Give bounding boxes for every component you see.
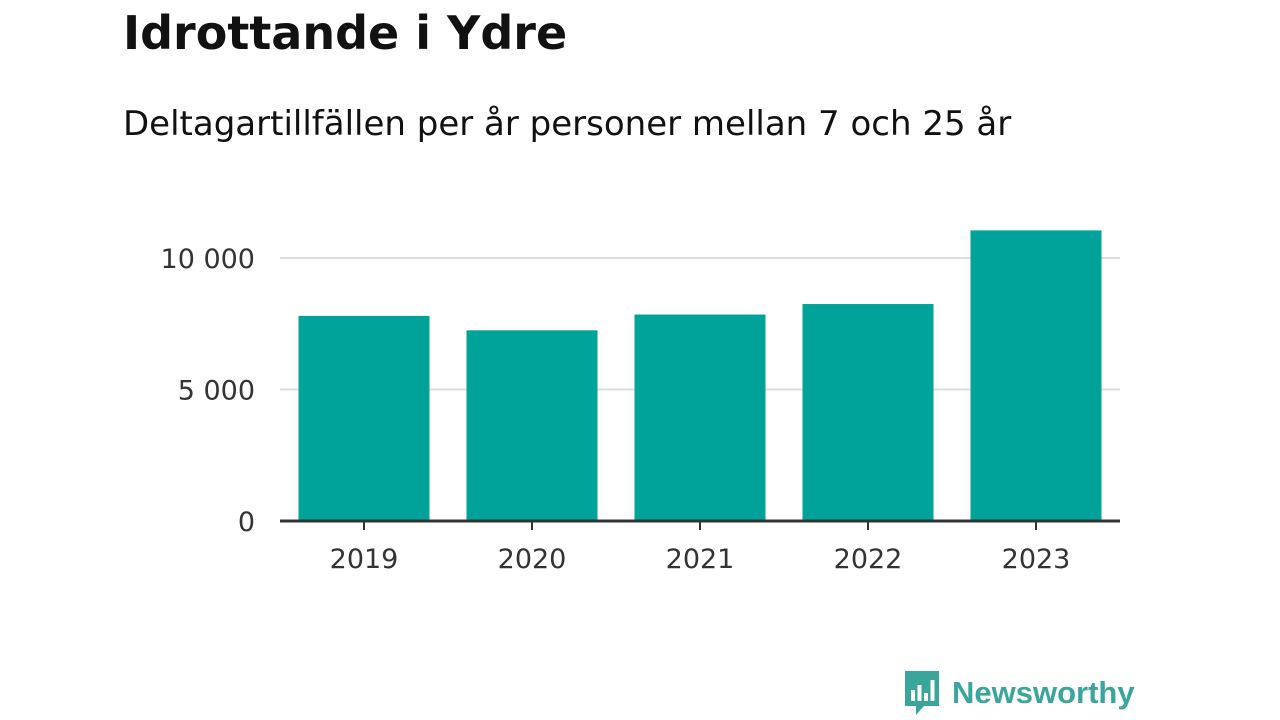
x-tick-label: 2022 xyxy=(834,544,903,575)
y-axis-labels: 0 5 000 10 000 xyxy=(161,244,255,538)
x-tick-label: 2019 xyxy=(330,544,399,575)
bar-2023 xyxy=(970,230,1102,521)
chart-subtitle: Deltagartillfällen per år personer mella… xyxy=(123,104,1012,144)
y-tick-label: 10 000 xyxy=(161,244,255,275)
bars xyxy=(298,230,1102,521)
bar-2020 xyxy=(466,330,598,521)
y-tick-label: 5 000 xyxy=(178,376,255,407)
brand-name: Newsworthy xyxy=(952,675,1135,710)
bar-2019 xyxy=(298,315,430,521)
chart-title: Idrottande i Ydre xyxy=(123,6,568,60)
x-tick-label: 2020 xyxy=(498,544,567,575)
x-tick-label: 2023 xyxy=(1002,544,1071,575)
bar-2021 xyxy=(634,314,766,521)
x-tick-label: 2021 xyxy=(666,544,735,575)
y-tick-label: 0 xyxy=(238,507,255,538)
bar-chart-speech-bubble-icon xyxy=(905,671,939,715)
newsworthy-brand: Newsworthy xyxy=(902,668,1135,718)
bar-2022 xyxy=(802,304,934,521)
x-axis: 2019 2020 2021 2022 2023 xyxy=(280,519,1120,575)
